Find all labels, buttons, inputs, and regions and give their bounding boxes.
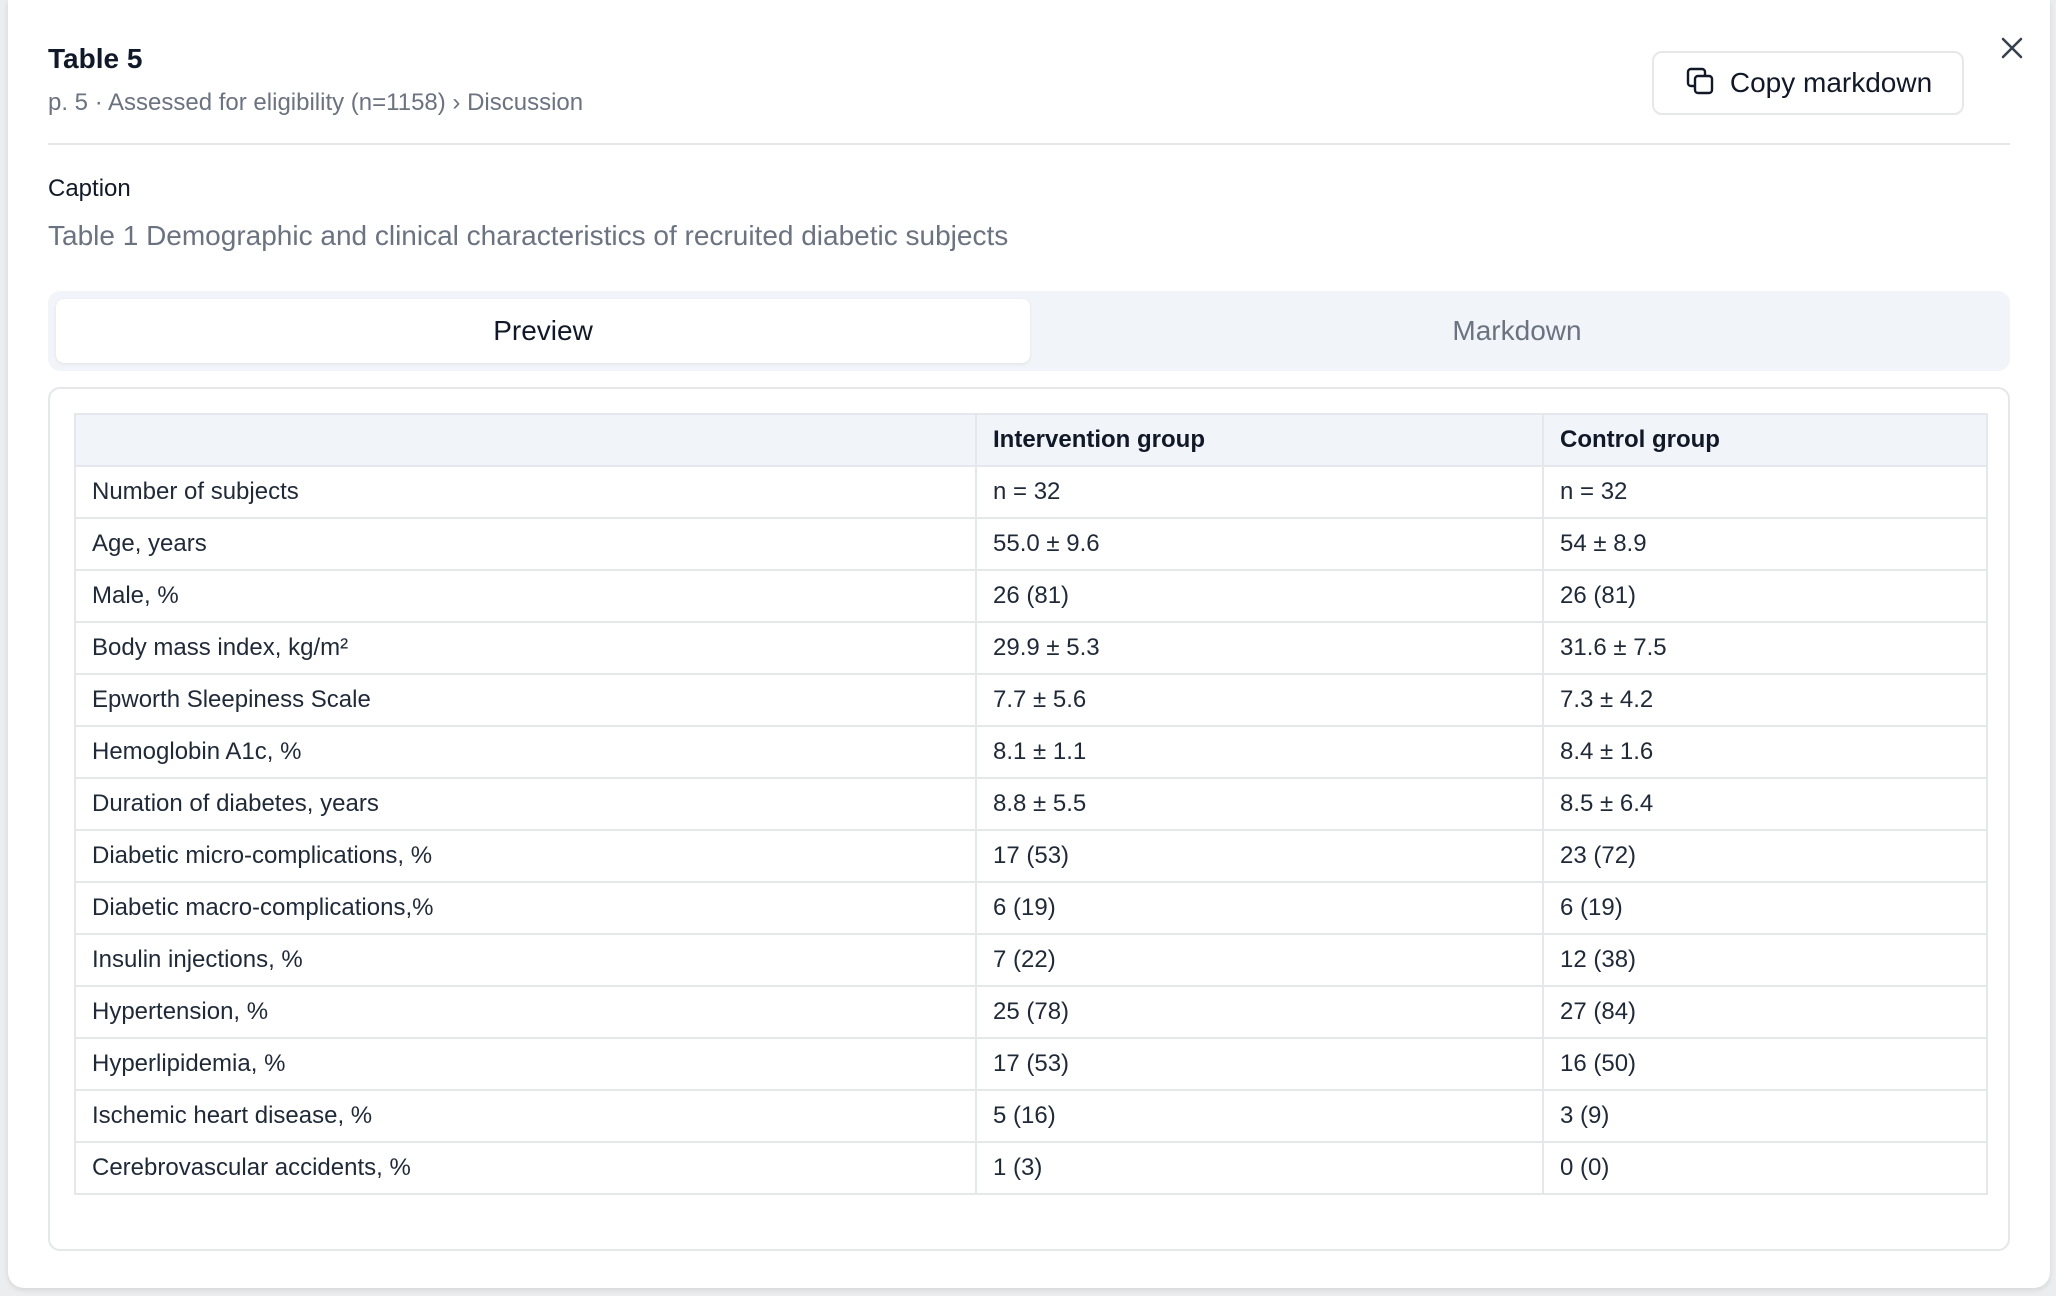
view-tabs: Preview Markdown	[48, 291, 2010, 371]
table-cell: 6 (19)	[1542, 881, 1988, 935]
table-cell: 8.5 ± 6.4	[1542, 777, 1988, 831]
table-cell: Number of subjects	[74, 465, 977, 519]
table-cell: n = 32	[1542, 465, 1988, 519]
column-header	[74, 413, 977, 467]
data-table: Intervention group Control group Number …	[74, 413, 1988, 1195]
table-cell: Duration of diabetes, years	[74, 777, 977, 831]
dialog-header: Table 5 p. 5 · Assessed for eligibility …	[48, 36, 1848, 120]
dialog-subtitle: p. 5 · Assessed for eligibility (n=1158)…	[48, 89, 584, 116]
tab-preview[interactable]: Preview	[56, 299, 1030, 363]
table-cell: 29.9 ± 5.3	[975, 621, 1544, 675]
table-cell: 26 (81)	[1542, 569, 1988, 623]
table-cell: 12 (38)	[1542, 933, 1988, 987]
table-cell: Hyperlipidemia, %	[74, 1037, 977, 1091]
table-cell: Age, years	[74, 517, 977, 571]
copy-markdown-button[interactable]: Copy markdown	[1652, 51, 1964, 115]
table-cell: 23 (72)	[1542, 829, 1988, 883]
table-cell: 8.8 ± 5.5	[975, 777, 1544, 831]
column-header: Intervention group	[975, 413, 1544, 467]
table-row: Insulin injections, % 7 (22) 12 (38)	[74, 933, 1988, 987]
table-dialog: Table 5 p. 5 · Assessed for eligibility …	[8, 0, 2050, 1288]
table-cell: Hemoglobin A1c, %	[74, 725, 977, 779]
table-cell: 27 (84)	[1542, 985, 1988, 1039]
table-row: Epworth Sleepiness Scale 7.7 ± 5.6 7.3 ±…	[74, 673, 1988, 727]
table-cell: Male, %	[74, 569, 977, 623]
table-row: Hemoglobin A1c, % 8.1 ± 1.1 8.4 ± 1.6	[74, 725, 1988, 779]
table-cell: 7 (22)	[975, 933, 1544, 987]
table-row: Diabetic macro-complications,% 6 (19) 6 …	[74, 881, 1988, 935]
copy-icon	[1684, 65, 1716, 102]
close-button[interactable]	[1992, 30, 2032, 70]
dialog-title: Table 5	[48, 43, 143, 74]
table-cell: 54 ± 8.9	[1542, 517, 1988, 571]
table-cell: Diabetic micro-complications, %	[74, 829, 977, 883]
table-cell: 16 (50)	[1542, 1037, 1988, 1091]
tab-markdown[interactable]: Markdown	[1452, 315, 1582, 346]
table-cell: Ischemic heart disease, %	[74, 1089, 977, 1143]
table-cell: 31.6 ± 7.5	[1542, 621, 1988, 675]
table-cell: 6 (19)	[975, 881, 1544, 935]
table-cell: n = 32	[975, 465, 1544, 519]
table-cell: 25 (78)	[975, 985, 1544, 1039]
table-cell: 7.7 ± 5.6	[975, 673, 1544, 727]
table-cell: 26 (81)	[975, 569, 1544, 623]
caption-heading: Caption	[48, 175, 131, 202]
table-cell: Cerebrovascular accidents, %	[74, 1141, 977, 1195]
table-row: Age, years 55.0 ± 9.6 54 ± 8.9	[74, 517, 1988, 571]
copy-markdown-label: Copy markdown	[1729, 67, 1933, 98]
table-cell: Epworth Sleepiness Scale	[74, 673, 977, 727]
table-row: Diabetic micro-complications, % 17 (53) …	[74, 829, 1988, 883]
table-cell: 55.0 ± 9.6	[975, 517, 1544, 571]
table-row: Hyperlipidemia, % 17 (53) 16 (50)	[74, 1037, 1988, 1091]
table-header-row: Intervention group Control group	[74, 413, 1988, 467]
column-header: Control group	[1542, 413, 1988, 467]
table-cell: 3 (9)	[1542, 1089, 1988, 1143]
table-cell: Diabetic macro-complications,%	[74, 881, 977, 935]
caption-text: Table 1 Demographic and clinical charact…	[48, 220, 1009, 251]
table-cell: 7.3 ± 4.2	[1542, 673, 1988, 727]
table-cell: 1 (3)	[975, 1141, 1544, 1195]
table-cell: Insulin injections, %	[74, 933, 977, 987]
table-row: Number of subjects n = 32 n = 32	[74, 465, 1988, 519]
table-row: Body mass index, kg/m² 29.9 ± 5.3 31.6 ±…	[74, 621, 1988, 675]
table-row: Duration of diabetes, years 8.8 ± 5.5 8.…	[74, 777, 1988, 831]
header-divider	[48, 143, 2010, 145]
table-cell: 17 (53)	[975, 1037, 1544, 1091]
close-icon	[1999, 35, 2025, 66]
table-row: Ischemic heart disease, % 5 (16) 3 (9)	[74, 1089, 1988, 1143]
table-row: Hypertension, % 25 (78) 27 (84)	[74, 985, 1988, 1039]
table-row: Cerebrovascular accidents, % 1 (3) 0 (0)	[74, 1141, 1988, 1195]
table-cell: 5 (16)	[975, 1089, 1544, 1143]
table-preview-card: Intervention group Control group Number …	[48, 387, 2010, 1251]
table-cell: 8.4 ± 1.6	[1542, 725, 1988, 779]
table-cell: 8.1 ± 1.1	[975, 725, 1544, 779]
table-row: Male, % 26 (81) 26 (81)	[74, 569, 1988, 623]
table-cell: Hypertension, %	[74, 985, 977, 1039]
table-cell: 17 (53)	[975, 829, 1544, 883]
table-cell: 0 (0)	[1542, 1141, 1988, 1195]
table-cell: Body mass index, kg/m²	[74, 621, 977, 675]
